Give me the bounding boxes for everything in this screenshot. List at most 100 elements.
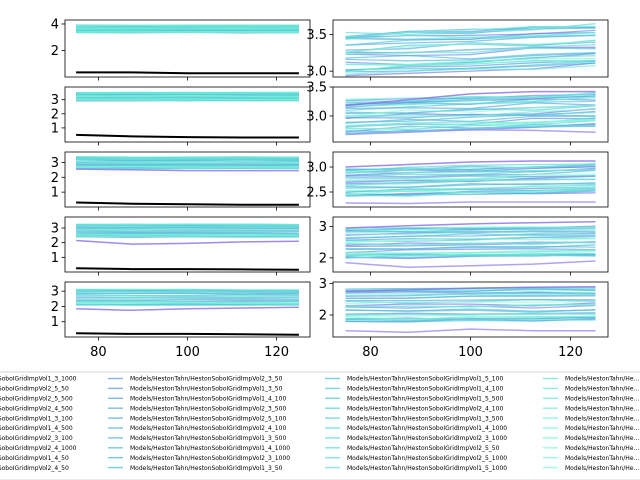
legend-frame [0, 371, 640, 480]
legend-label: Models/HestonTahn/HestonSoboIGridImpVol2… [130, 455, 290, 462]
y-tick-label: 2 [51, 107, 59, 122]
outlier-line [345, 285, 596, 293]
outlier-line [76, 168, 299, 172]
series-line [345, 31, 596, 40]
series-line [345, 34, 596, 46]
series-line [345, 292, 596, 297]
legend-label: Models/HestonTahn/He… [565, 415, 640, 422]
y-tick-label: 3.0 [306, 161, 327, 176]
series-line [345, 244, 596, 250]
x-tick-label: 100 [175, 345, 200, 360]
series-line [76, 229, 299, 232]
series-line [345, 100, 596, 112]
reference-line [76, 267, 299, 271]
series-line [76, 303, 299, 306]
panel-r5-left: 123 80 100 120 [51, 281, 311, 360]
outlier-line [345, 328, 596, 334]
series-line [345, 190, 596, 196]
legend-label: Models/HestonTahn/HestonSoboIGridImpVol1… [130, 465, 283, 472]
y-tick-label: 3 [51, 285, 59, 300]
series-line [345, 301, 596, 305]
legend-label: …tonSoboIGridImpVol1_4_500 [0, 425, 73, 432]
legend-label: Models/HestonTahn/HestonSoboIGridImpVol2… [347, 455, 507, 462]
legend-label: Models/HestonTahn/He… [565, 445, 640, 452]
reference-line [76, 332, 299, 336]
series-line [76, 290, 299, 293]
legend-label: Models/HestonTahn/HestonSoboIGridImpVol1… [347, 376, 503, 383]
legend-label: …tonSoboIGridImpVol1_3_100 [0, 415, 73, 422]
legend-label: Models/HestonTahn/HestonSoboIGridImpVol1… [130, 435, 286, 442]
y-tick-label: 3.5 [306, 81, 327, 96]
y-tick-label: 2 [51, 236, 59, 251]
legend-label: Models/HestonTahn/He… [565, 396, 640, 403]
panel-r4-left: 123 [51, 216, 311, 276]
legend: …tonSoboIGridImpVol1_3_1000 …tonSoboIGrid… [0, 371, 640, 480]
series-line [345, 254, 596, 259]
series-line [76, 288, 299, 291]
legend-label: Models/HestonTahn/HestonSoboIGridImpVol2… [347, 405, 503, 412]
series-line [345, 57, 596, 66]
series-line [345, 303, 596, 308]
x-tick-label: 80 [362, 345, 379, 360]
y-tick-label: 3 [51, 93, 59, 108]
series-line [345, 249, 596, 254]
series-line [76, 225, 299, 228]
y-tick-label: 1 [51, 251, 59, 266]
series-line [76, 223, 299, 226]
y-tick-label: 1 [51, 315, 59, 330]
series-line [345, 60, 596, 74]
series-line [345, 40, 596, 53]
series-line [345, 39, 596, 54]
legend-label: Models/HestonTahn/He… [565, 425, 640, 432]
legend-label: …tonSoboIGridImpVol1_3_1000 [0, 376, 77, 383]
series-line [345, 235, 596, 241]
legend-label: Models/HestonTahn/HestonSoboIGridImpVol2… [347, 445, 500, 452]
panel-r1-left: 24 [51, 17, 311, 81]
series-line [76, 25, 299, 28]
series-line [76, 158, 299, 161]
series-line [76, 228, 299, 231]
legend-label: Models/HestonTahn/HestonSoboIGridImpVol1… [130, 386, 283, 393]
series-line [345, 114, 596, 123]
legend-label: Models/HestonTahn/He… [565, 465, 640, 472]
y-tick-label: 3.0 [306, 65, 327, 80]
panel-r4-right: 23 [319, 216, 609, 276]
legend-label: Models/HestonTahn/HestonSoboIGridImpVol1… [347, 396, 503, 403]
outlier-line [345, 220, 596, 229]
outlier-line [76, 306, 299, 312]
series-line [345, 62, 596, 77]
outlier-line [76, 239, 299, 245]
reference-line [76, 71, 299, 75]
panel-r2-right: 3.0 3.5 [306, 81, 609, 146]
outlier-line [345, 129, 596, 136]
y-tick-label: 3 [51, 156, 59, 171]
series-line [345, 248, 596, 254]
series-line [76, 234, 299, 237]
y-tick-label: 2 [51, 171, 59, 186]
series-line [345, 108, 596, 118]
legend-label: …tonSoboIGridImpVol2_3_100 [0, 435, 73, 442]
panel-r3-right: 2.5 3.0 [306, 151, 609, 211]
series-line [76, 292, 299, 295]
y-tick-label: 2 [319, 251, 327, 266]
y-tick-label: 3.5 [306, 28, 327, 43]
series-line [345, 237, 596, 244]
series-line [76, 94, 299, 97]
y-tick-label: 2 [51, 300, 59, 315]
y-tick-label: 3 [51, 222, 59, 237]
series-line [345, 162, 596, 172]
series-line [345, 104, 596, 117]
series-line [76, 92, 299, 95]
series-line [76, 294, 299, 297]
series-line [345, 250, 596, 257]
y-tick-label: 1 [51, 186, 59, 201]
series-line [76, 29, 299, 32]
series-line [76, 167, 299, 170]
x-tick-label: 80 [90, 345, 107, 360]
legend-label: Models/HestonTahn/HestonSoboIGridImpVol2… [130, 415, 286, 422]
series-line [345, 230, 596, 235]
legend-label: …tonSoboIGridImpVol2_4_50 [0, 465, 69, 472]
series-line [76, 296, 299, 299]
